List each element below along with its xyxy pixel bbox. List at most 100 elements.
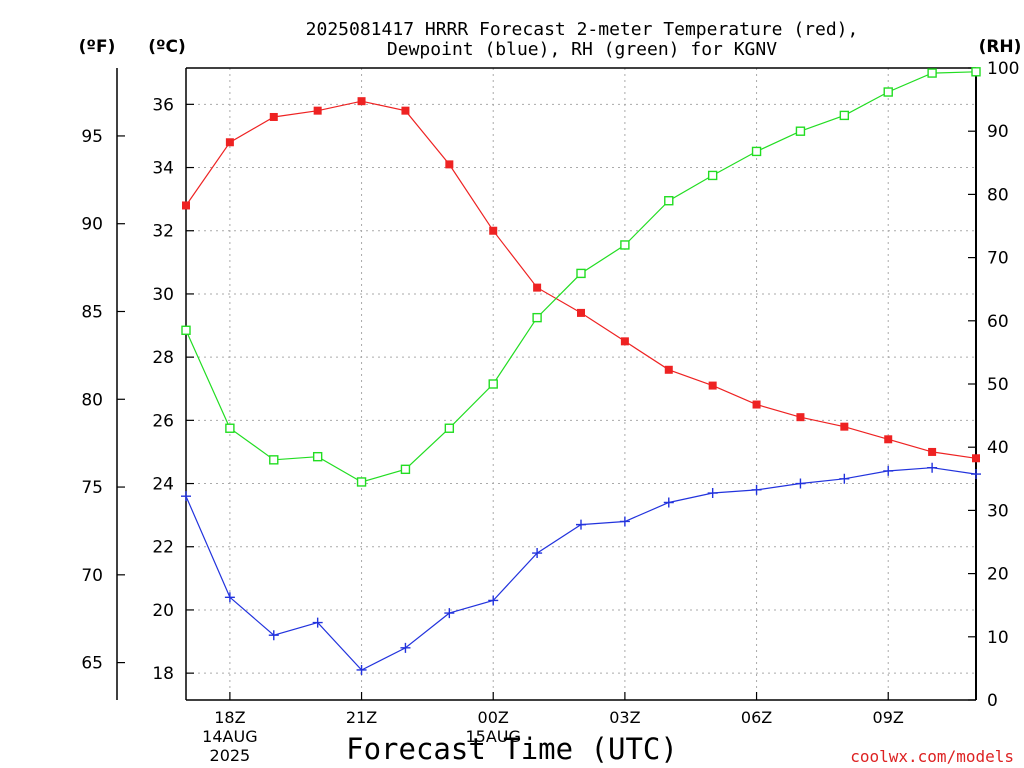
celsius-tick-label: 34 (152, 159, 174, 179)
x-tick-label: 18Z (214, 708, 245, 727)
dewpoint-point (400, 642, 411, 653)
rh-point (971, 67, 981, 77)
temperature-point (577, 308, 585, 317)
dewpoint-point (181, 491, 191, 502)
celsius-axis-label: (ºC) (148, 37, 186, 57)
dewpoint-point (312, 617, 323, 628)
dewpoint-point (576, 519, 586, 530)
rh-tick-label: 0 (987, 691, 998, 711)
rh-point (707, 170, 718, 181)
x-tick-label: 21Z (346, 708, 377, 727)
dewpoint-point (532, 548, 543, 559)
celsius-tick-label: 36 (152, 95, 174, 115)
rh-point (269, 455, 279, 465)
x-tick-label: 09Z (873, 708, 904, 727)
rh-tick-label: 40 (987, 438, 1009, 458)
temperature-point (796, 413, 805, 422)
rh-point (181, 325, 191, 335)
celsius-tick-label: 28 (152, 348, 174, 368)
dewpoint-point (751, 484, 762, 495)
temperature-point (840, 422, 849, 431)
fahrenheit-tick-label: 75 (81, 478, 103, 498)
dewpoint-point (971, 469, 981, 480)
rh-point (839, 110, 850, 121)
temperature-point (182, 201, 190, 210)
rh-point (444, 423, 455, 433)
x-tick-label: 06Z (741, 708, 772, 727)
x-tick-label: 03Z (609, 708, 640, 727)
dewpoint-point (707, 488, 718, 499)
celsius-tick-label: 22 (152, 538, 174, 558)
dewpoint-point (663, 497, 674, 508)
x-axis-label: Forecast Time (UTC) (346, 732, 678, 766)
temperature-point (708, 381, 717, 390)
temperature-point (401, 106, 410, 115)
temperature-point (664, 365, 673, 374)
temperature-point (313, 106, 322, 115)
temperature-point (884, 435, 893, 444)
rh-tick-label: 30 (987, 501, 1009, 521)
chart-title-line2: Dewpoint (blue), RH (green) for KGNV (387, 39, 777, 60)
rh-point (620, 240, 630, 250)
rh-point (576, 268, 586, 279)
rh-tick-label: 50 (987, 375, 1009, 395)
dewpoint-point (927, 462, 938, 473)
dewpoint-point (268, 630, 279, 641)
temperature-point (489, 226, 498, 235)
rh-point (312, 451, 323, 462)
x-year-label: 2025 (210, 746, 251, 765)
fahrenheit-tick-label: 65 (81, 654, 103, 674)
fahrenheit-tick-label: 95 (81, 127, 103, 147)
dewpoint-point (839, 473, 850, 484)
fahrenheit-tick-label: 90 (81, 215, 103, 235)
axes: 65 70 75 80 85 90 95 18 20 22 24 26 28 30 32 34 36 0 10 20 3… (81, 59, 1019, 765)
celsius-tick-label: 18 (152, 664, 174, 684)
temperature-point (269, 112, 278, 121)
grid-lines (186, 68, 976, 700)
temperature-point (972, 454, 980, 463)
dewpoint-point (444, 608, 455, 619)
celsius-tick-label: 32 (152, 222, 174, 242)
rh-tick-label: 90 (987, 122, 1009, 142)
rh-point (664, 196, 674, 206)
dewpoint-point (356, 664, 367, 675)
temperature-line (185, 100, 977, 459)
celsius-tick-label: 26 (152, 411, 174, 431)
celsius-tick-label: 30 (152, 285, 174, 305)
rh-point (883, 87, 893, 97)
rh-point (532, 312, 542, 323)
temperature-point (445, 160, 454, 169)
temperature-point (928, 447, 937, 456)
rh-tick-label: 60 (987, 312, 1009, 332)
celsius-tick-label: 20 (152, 601, 174, 621)
rh-point (927, 68, 937, 78)
rh-point (795, 126, 806, 136)
rh-tick-label: 80 (987, 185, 1009, 205)
temperature-point (620, 337, 629, 346)
dewpoint-point (883, 465, 894, 476)
rh-tick-label: 100 (987, 59, 1019, 79)
rh-axis-label: (RH) (979, 37, 1022, 57)
rh-tick-label: 70 (987, 249, 1009, 269)
dewpoint-point (488, 595, 499, 606)
rh-point (356, 477, 367, 487)
temperature-point (357, 97, 366, 106)
x-tick-label: 00Z (478, 708, 509, 727)
rh-point (225, 423, 235, 433)
x-date-label: 15AUG (466, 727, 521, 746)
fahrenheit-tick-label: 85 (81, 302, 103, 322)
rh-tick-label: 20 (987, 565, 1009, 585)
rh-point (751, 146, 762, 157)
series-group (181, 67, 981, 675)
x-date-label: 14AUG (202, 727, 257, 746)
fahrenheit-axis-label: (ºF) (79, 37, 116, 57)
dewpoint-line (185, 467, 977, 671)
temperature-point (533, 283, 542, 292)
chart-title-line1: 2025081417 HRRR Forecast 2-meter Tempera… (306, 19, 859, 40)
rh-tick-label: 10 (987, 628, 1009, 648)
rh-point (488, 379, 498, 389)
rh-point (400, 464, 411, 475)
fahrenheit-tick-label: 70 (81, 566, 103, 586)
credit-text: coolwx.com/models (850, 747, 1014, 766)
